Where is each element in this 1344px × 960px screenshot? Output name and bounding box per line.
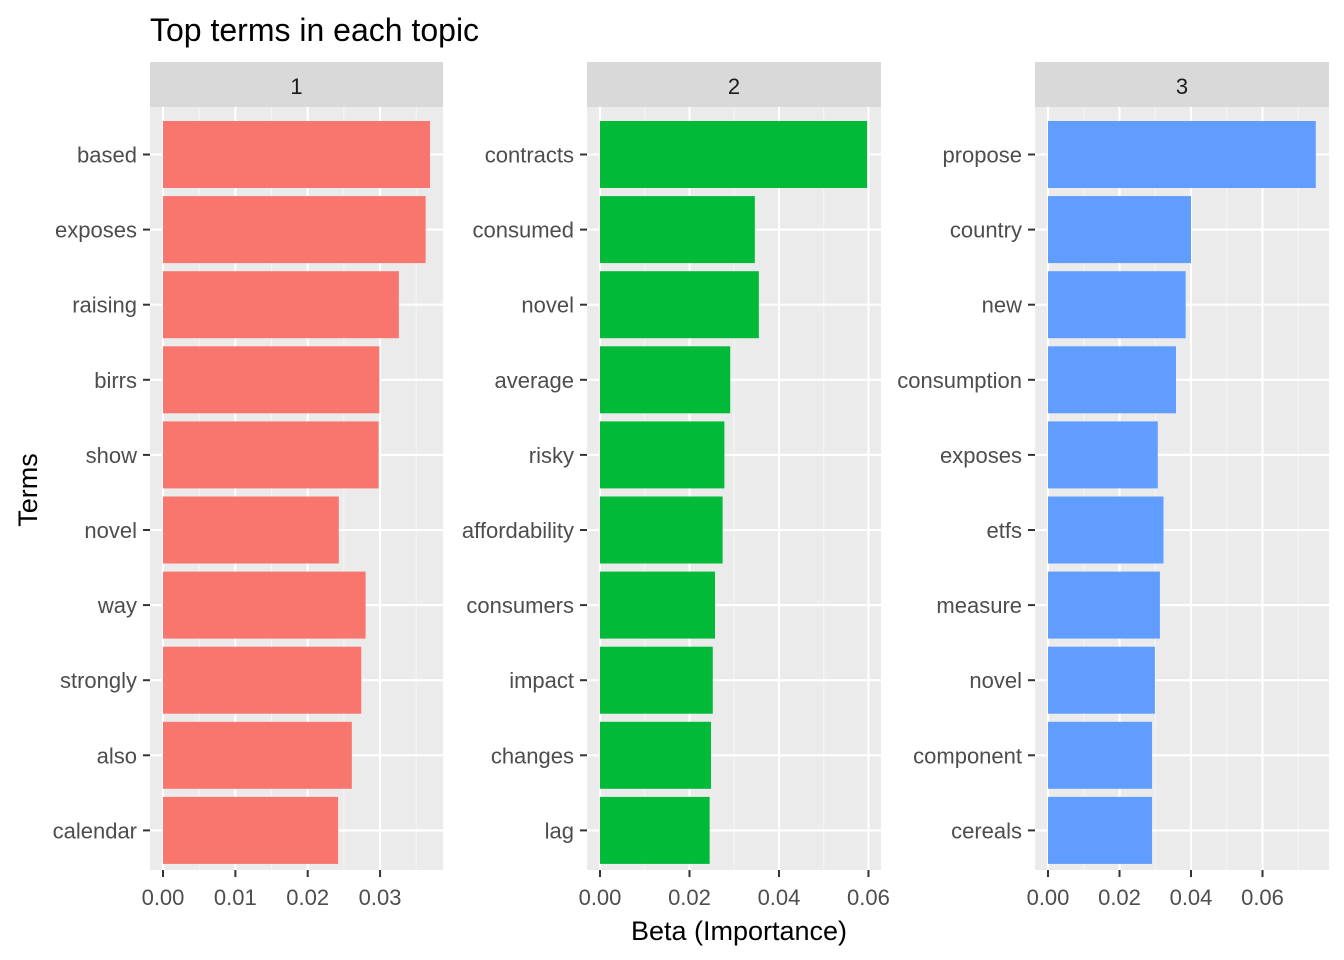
strip-label: 3 [1176, 74, 1188, 99]
y-tick-label: country [950, 218, 1022, 243]
x-tick-label: 0.00 [579, 885, 622, 910]
strip-background [587, 62, 881, 107]
y-tick-label: changes [491, 743, 574, 768]
bar-propose [1048, 121, 1316, 188]
bar-measure [1048, 571, 1160, 639]
bar-average [600, 346, 731, 414]
y-tick-label: propose [942, 143, 1022, 168]
y-tick-label: affordability [462, 518, 574, 543]
y-tick-label: also [97, 743, 137, 768]
x-tick-label: 0.02 [286, 885, 329, 910]
bar-raising [163, 271, 399, 339]
y-tick-label: way [97, 593, 137, 618]
bar-new [1048, 271, 1186, 339]
bar-consumed [600, 196, 755, 264]
x-tick-label: 0.02 [1098, 885, 1141, 910]
bar-country [1048, 196, 1192, 264]
x-tick-label: 0.03 [359, 885, 402, 910]
y-tick-label: component [913, 743, 1022, 768]
y-tick-label: consumption [897, 368, 1022, 393]
y-tick-label: contracts [485, 143, 574, 168]
x-tick-label: 0.04 [1170, 885, 1213, 910]
y-tick-label: exposes [940, 443, 1022, 468]
y-tick-label: consumed [472, 218, 574, 243]
y-tick-label: lag [545, 818, 574, 843]
bar-consumers [600, 571, 715, 639]
y-tick-label: measure [936, 593, 1022, 618]
y-tick-label: new [982, 293, 1022, 318]
x-tick-label: 0.01 [214, 885, 257, 910]
bar-impact [600, 646, 713, 714]
bar-contracts [600, 121, 868, 188]
y-axis-title: Terms [13, 453, 43, 527]
bar-novel [600, 271, 759, 339]
y-tick-label: etfs [987, 518, 1022, 543]
y-tick-label: strongly [60, 668, 137, 693]
y-tick-label: exposes [55, 218, 137, 243]
bar-consumption [1048, 346, 1176, 414]
bar-exposes [1048, 421, 1158, 489]
y-tick-label: calendar [53, 818, 137, 843]
y-tick-label: consumers [466, 593, 574, 618]
bar-based [163, 121, 430, 188]
bar-strongly [163, 646, 362, 714]
x-axis-title: Beta (Importance) [631, 916, 847, 946]
bar-affordability [600, 496, 723, 564]
y-tick-label: based [77, 143, 137, 168]
bar-birrs [163, 346, 380, 414]
y-tick-label: risky [529, 443, 574, 468]
y-tick-label: novel [521, 293, 574, 318]
bar-risky [600, 421, 725, 489]
bar-exposes [163, 196, 426, 264]
y-tick-label: birrs [94, 368, 137, 393]
bar-way [163, 571, 366, 639]
x-tick-label: 0.04 [758, 885, 801, 910]
bar-lag [600, 796, 710, 864]
bar-novel [1048, 646, 1155, 714]
y-tick-label: cereals [951, 818, 1022, 843]
x-tick-label: 0.02 [668, 885, 711, 910]
bar-component [1048, 721, 1153, 789]
y-tick-label: novel [969, 668, 1022, 693]
bar-calendar [163, 796, 339, 864]
strip-label: 2 [728, 74, 740, 99]
bar-also [163, 721, 352, 789]
bar-novel [163, 496, 339, 564]
strip-background [150, 62, 443, 107]
bar-changes [600, 721, 711, 789]
y-tick-label: raising [72, 293, 137, 318]
chart-title: Top terms in each topic [150, 12, 479, 48]
bar-cereals [1048, 796, 1153, 864]
y-tick-label: novel [84, 518, 137, 543]
x-tick-label: 0.06 [1241, 885, 1284, 910]
facet-panel-3: 3 propose country new consumption exposes etfs… [897, 62, 1329, 910]
x-tick-label: 0.06 [847, 885, 890, 910]
y-tick-label: show [86, 443, 137, 468]
bar-show [163, 421, 379, 489]
facets: 1 based exposes raising birrs show novel way str… [53, 62, 1329, 910]
strip-label: 1 [290, 74, 302, 99]
strip-background [1035, 62, 1329, 107]
y-tick-label: average [494, 368, 574, 393]
facet-panel-1: 1 based exposes raising birrs show novel way str… [53, 62, 443, 910]
y-tick-label: impact [509, 668, 574, 693]
facet-panel-2: 2 contracts consumed novel average risky affor… [462, 62, 890, 910]
bar-etfs [1048, 496, 1164, 564]
x-tick-label: 0.00 [142, 885, 185, 910]
x-tick-label: 0.00 [1027, 885, 1070, 910]
